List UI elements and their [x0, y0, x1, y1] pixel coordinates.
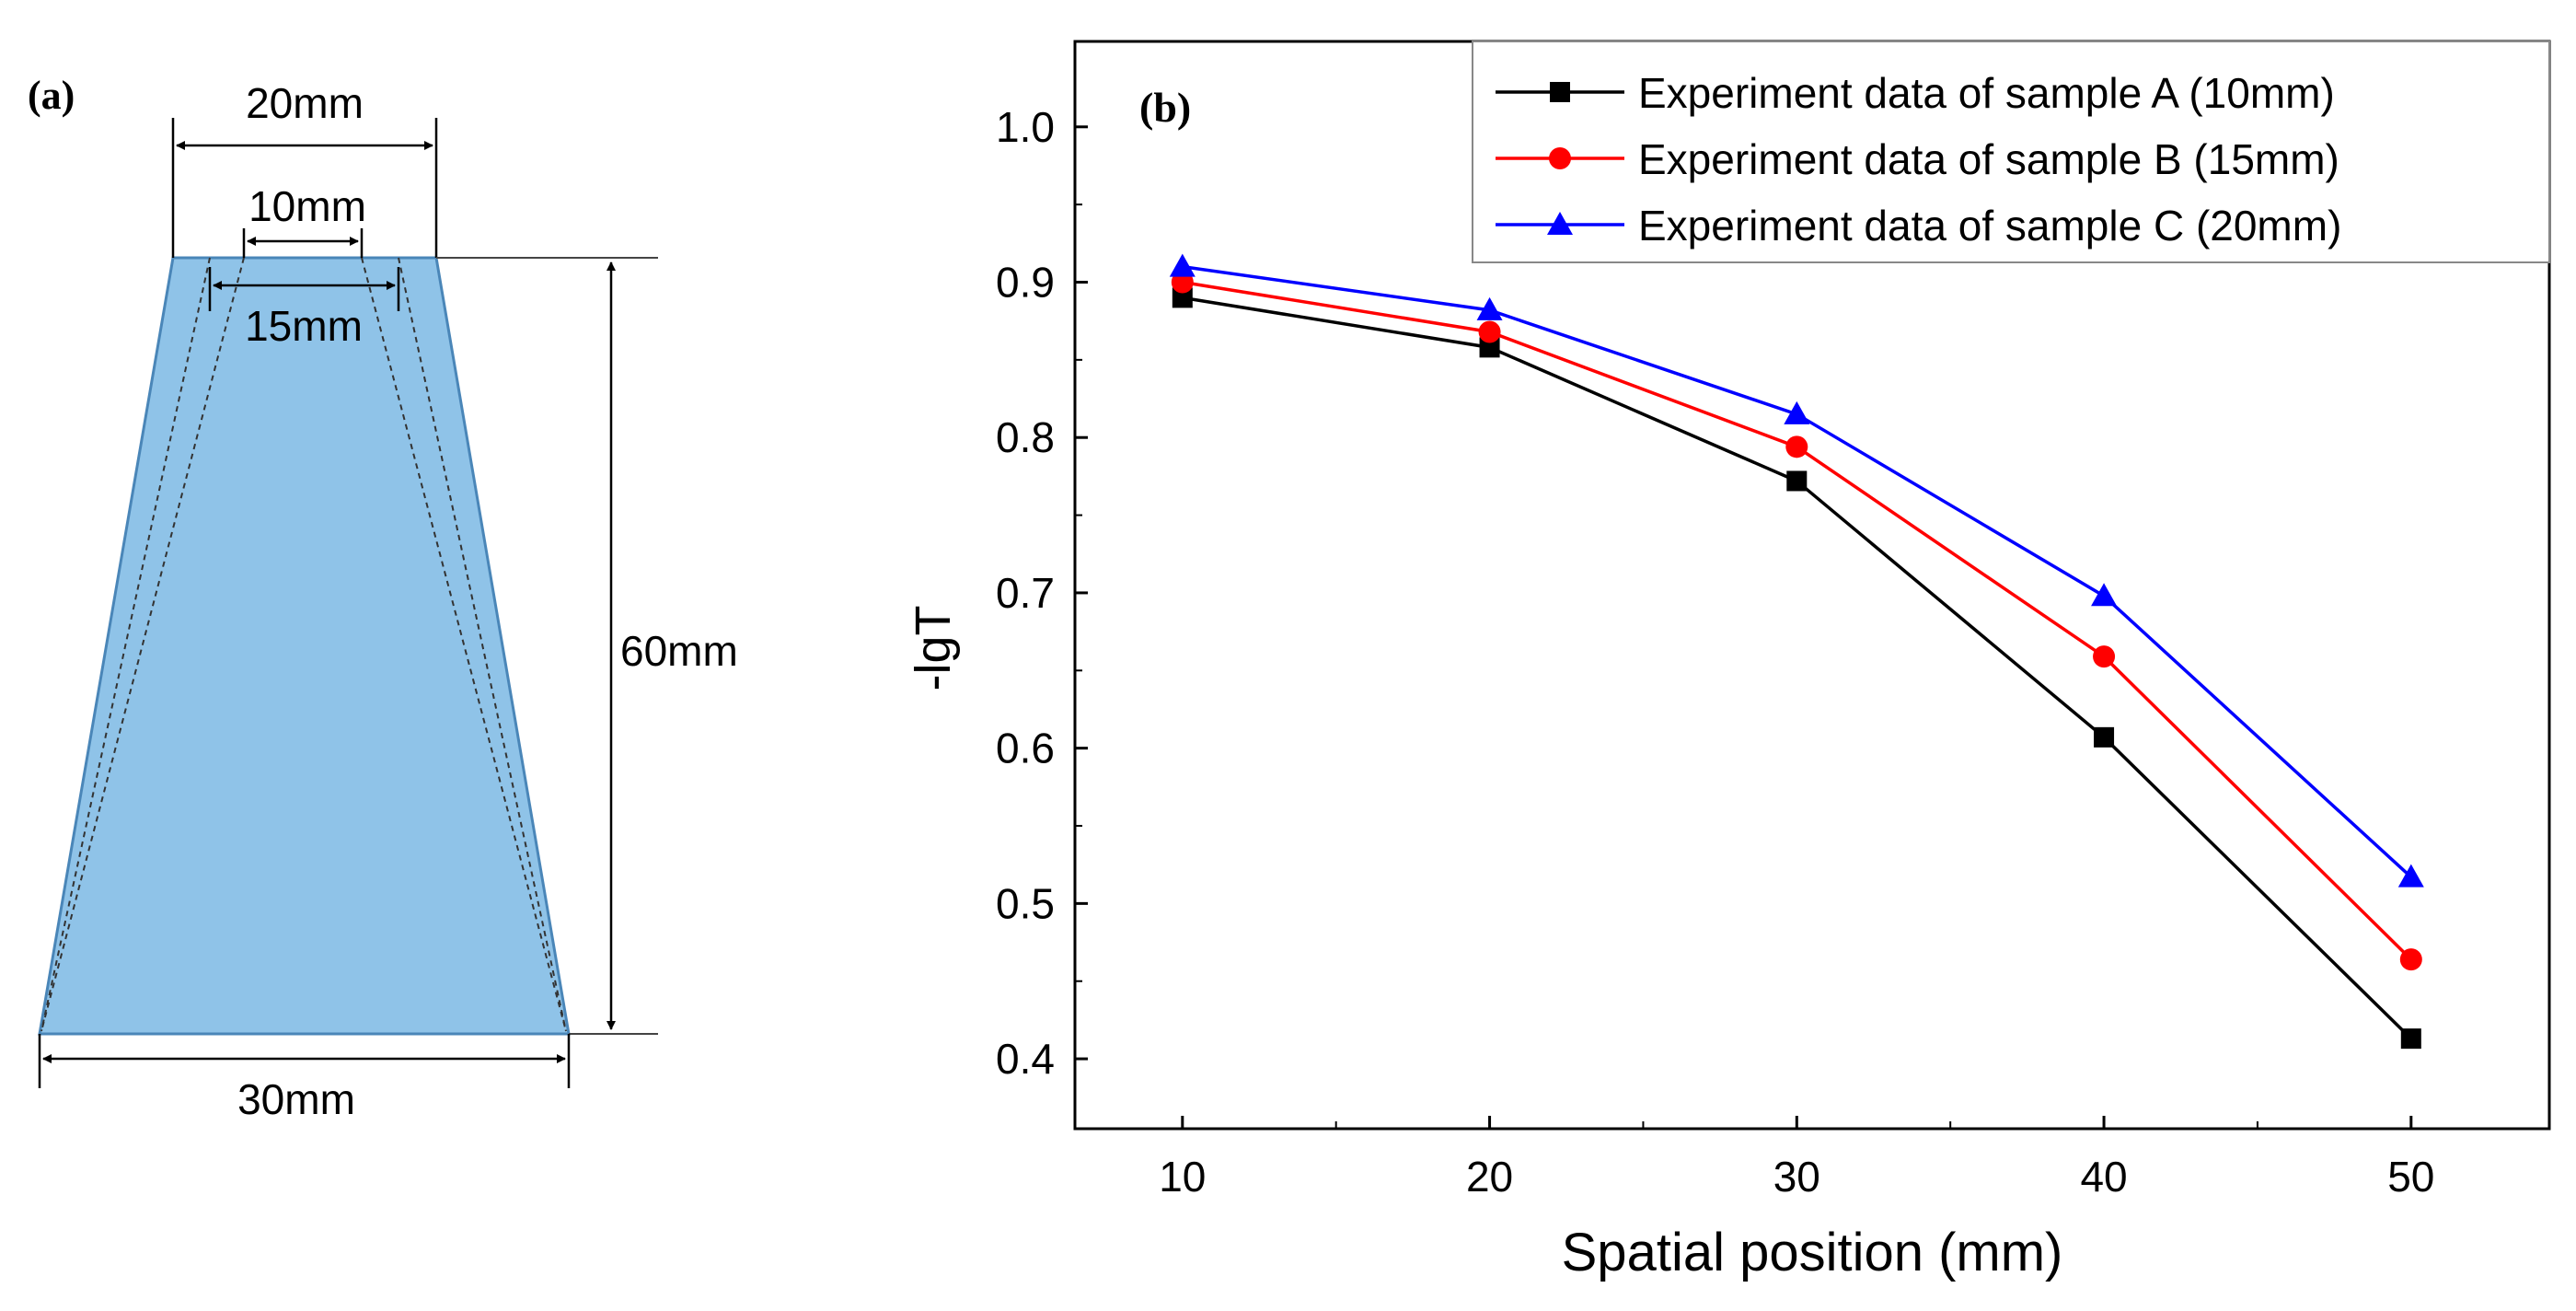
panel-a-diagram: (a) 20mm 10mm 15mm — [28, 73, 738, 1123]
legend-marker — [1547, 212, 1573, 235]
y-tick-label: 0.5 — [996, 879, 1055, 927]
cone-15mm-left — [40, 257, 211, 1032]
cone-15mm-right — [398, 257, 567, 1032]
data-point — [1785, 435, 1808, 458]
legend-label: Experiment data of sample B (15mm) — [1638, 135, 2339, 183]
data-point — [1786, 470, 1808, 492]
panel-a-label: (a) — [28, 73, 75, 118]
data-point — [2397, 864, 2424, 888]
dim-top-inner-label: 10mm — [248, 182, 366, 230]
data-point — [1479, 337, 1500, 358]
data-point — [2094, 726, 2115, 748]
y-tick-label: 1.0 — [996, 103, 1055, 151]
data-point — [2093, 645, 2116, 668]
x-tick-label: 20 — [1466, 1153, 1513, 1201]
dim-top-outer: 20mm — [171, 79, 438, 258]
legend-label: Experiment data of sample C (20mm) — [1638, 202, 2341, 249]
legend-entry: Experiment data of sample A (10mm) — [1496, 69, 2335, 117]
x-tick-label: 40 — [2080, 1153, 2127, 1201]
x-axis-label: Spatial position (mm) — [1562, 1223, 2063, 1282]
legend-marker — [1550, 82, 1570, 102]
y-tick-label: 0.9 — [996, 259, 1055, 307]
data-point — [2399, 948, 2422, 971]
series-layer — [1169, 253, 2424, 1050]
data-point — [1172, 287, 1193, 308]
y-tick-label: 0.6 — [996, 725, 1055, 772]
data-point — [2400, 1028, 2421, 1050]
x-tick-label: 10 — [1159, 1153, 1206, 1201]
panel-b-chart: (b) 0.4 0.5 0.6 0.7 0.8 0.9 1.0 10 20 30 40 50 -lg… — [906, 40, 2551, 1282]
x-axis: 10 20 30 40 50 — [1159, 1116, 2434, 1201]
trapezoid-body — [38, 256, 571, 1036]
cone-10mm-right — [361, 257, 567, 1032]
data-point — [1476, 296, 1503, 320]
data-point — [2091, 583, 2118, 607]
dim-height: 60mm — [436, 257, 738, 1035]
legend-entry: Experiment data of sample B (15mm) — [1496, 135, 2339, 183]
y-tick-label: 0.7 — [996, 569, 1055, 617]
data-point — [1784, 400, 1810, 424]
y-tick-label: 0.8 — [996, 413, 1055, 461]
y-axis-label: -lgT — [906, 606, 961, 691]
dim-bottom: 30mm — [38, 1034, 571, 1123]
legend-entries: Experiment data of sample A (10mm) Experi… — [1496, 69, 2341, 249]
cone-10mm-left — [40, 257, 245, 1032]
y-tick-label: 0.4 — [996, 1035, 1055, 1083]
legend-label: Experiment data of sample A (10mm) — [1638, 69, 2335, 117]
x-tick-label: 30 — [1773, 1153, 1820, 1201]
dim-top-middle: 15mm — [208, 267, 400, 350]
legend: Experiment data of sample A (10mm) Experi… — [1472, 41, 2550, 263]
series-line — [1182, 264, 2412, 878]
data-point — [1169, 253, 1196, 277]
y-axis: 0.4 0.5 0.6 0.7 0.8 0.9 1.0 — [996, 103, 1088, 1083]
dim-bottom-label: 30mm — [237, 1075, 355, 1123]
data-point — [1478, 320, 1501, 343]
panel-b-label: (b) — [1139, 84, 1191, 131]
legend-marker — [1549, 147, 1571, 169]
x-tick-label: 50 — [2387, 1153, 2434, 1201]
dim-top-middle-label: 15mm — [245, 302, 363, 350]
dim-top-outer-label: 20mm — [246, 79, 364, 127]
series-c — [1169, 253, 2424, 888]
legend-entry: Experiment data of sample C (20mm) — [1496, 202, 2341, 249]
inner-cone-outlines — [40, 257, 567, 1032]
dim-height-label: 60mm — [620, 627, 738, 675]
series-a — [1172, 287, 2421, 1050]
legend-box — [1472, 41, 2550, 263]
dim-top-inner: 10mm — [242, 182, 366, 258]
